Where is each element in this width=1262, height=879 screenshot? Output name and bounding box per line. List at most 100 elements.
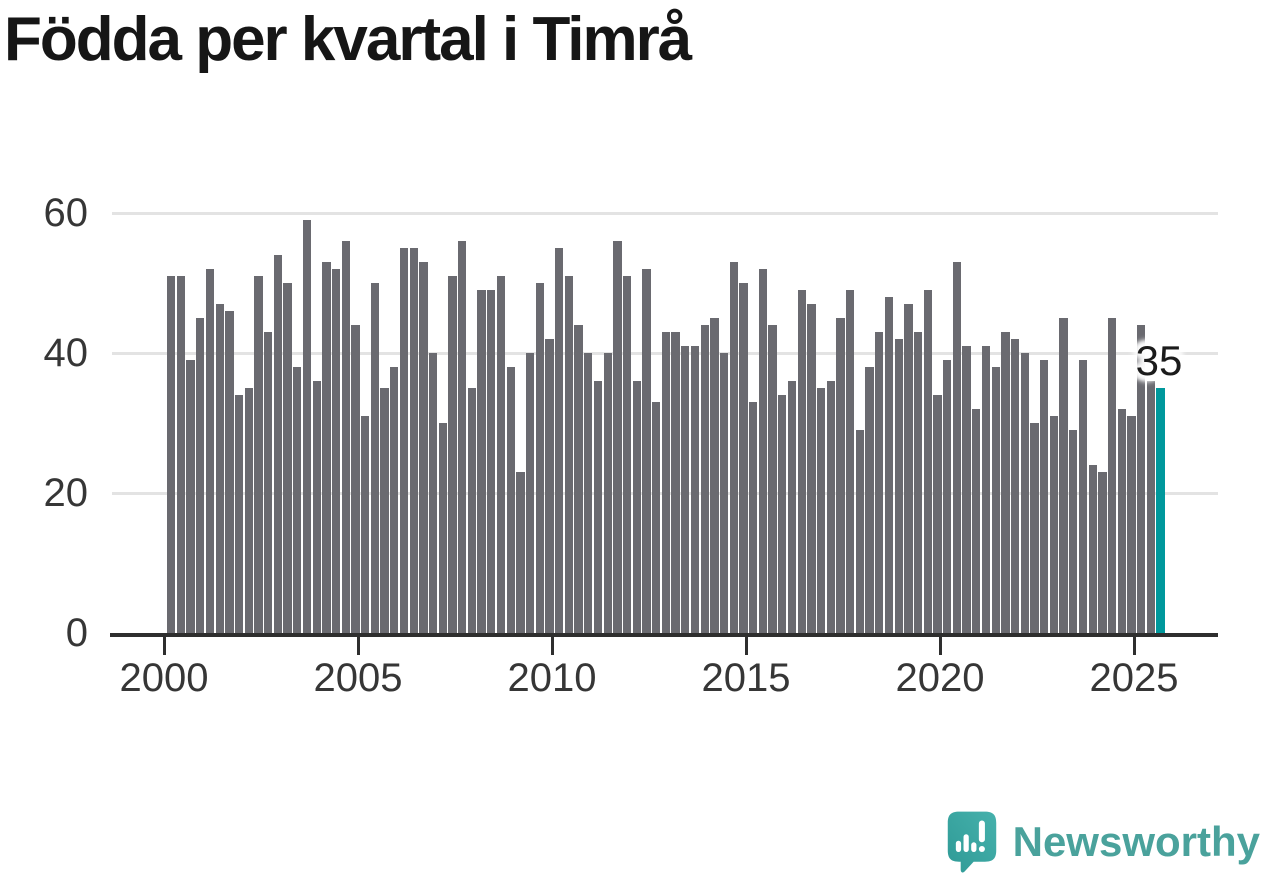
chart-title: Födda per kvartal i Timrå bbox=[4, 5, 692, 74]
bar bbox=[438, 423, 447, 633]
x-axis-tick bbox=[550, 637, 554, 655]
bar bbox=[574, 325, 583, 633]
highlight-value-label: 35 bbox=[1135, 337, 1183, 384]
x-tick-label: 2010 bbox=[507, 656, 597, 700]
bar bbox=[981, 346, 991, 633]
x-axis-line bbox=[110, 633, 1218, 637]
bar bbox=[1088, 465, 1097, 633]
x-tick-label: 2015 bbox=[701, 656, 791, 700]
bar bbox=[855, 430, 865, 633]
bar bbox=[448, 276, 457, 633]
bar bbox=[293, 367, 302, 633]
bar bbox=[1049, 416, 1059, 633]
bar bbox=[167, 276, 176, 633]
bar bbox=[1001, 332, 1010, 633]
x-tick-label: 2000 bbox=[119, 656, 209, 700]
bar bbox=[273, 255, 283, 633]
bar bbox=[254, 276, 263, 633]
bar bbox=[1010, 339, 1020, 633]
gridline-y60 bbox=[112, 212, 1218, 215]
bar bbox=[739, 283, 748, 633]
bar bbox=[603, 353, 612, 633]
newsworthy-logo: Newsworthy bbox=[946, 810, 1260, 873]
bar bbox=[264, 332, 273, 633]
bar bbox=[690, 346, 700, 633]
bar bbox=[1069, 430, 1078, 633]
bar bbox=[875, 332, 884, 633]
bar bbox=[768, 325, 777, 633]
x-axis-tick bbox=[938, 637, 942, 655]
bar bbox=[555, 248, 564, 633]
bar bbox=[729, 262, 738, 633]
bar bbox=[846, 290, 855, 633]
bar bbox=[749, 402, 758, 633]
bar bbox=[419, 262, 428, 633]
bar bbox=[952, 262, 962, 633]
x-tick-label: 2025 bbox=[1089, 656, 1179, 700]
bar bbox=[1107, 318, 1117, 633]
bar bbox=[1078, 360, 1088, 633]
bar bbox=[564, 276, 574, 633]
x-tick-label: 2005 bbox=[313, 656, 403, 700]
bar bbox=[622, 276, 632, 633]
bar bbox=[807, 304, 816, 633]
bar bbox=[719, 353, 729, 633]
bar bbox=[652, 402, 661, 633]
bar bbox=[962, 346, 971, 633]
bar bbox=[234, 395, 244, 633]
newsworthy-icon bbox=[947, 811, 996, 873]
bar bbox=[341, 241, 350, 633]
bar bbox=[525, 353, 535, 633]
bar bbox=[913, 332, 923, 633]
bar bbox=[1030, 423, 1039, 633]
bar bbox=[904, 304, 913, 633]
bar bbox=[816, 388, 826, 633]
bar bbox=[613, 241, 622, 633]
bar bbox=[516, 472, 525, 633]
bar bbox=[700, 325, 709, 633]
bar bbox=[778, 395, 787, 633]
bar bbox=[409, 248, 418, 633]
bar bbox=[351, 325, 360, 633]
bar bbox=[1040, 360, 1049, 633]
bar bbox=[506, 367, 515, 633]
bar bbox=[1137, 325, 1146, 633]
bar bbox=[787, 381, 797, 633]
bar bbox=[244, 388, 253, 633]
bar bbox=[487, 290, 496, 633]
bar bbox=[535, 283, 544, 633]
bar bbox=[390, 367, 399, 633]
bar bbox=[681, 346, 690, 633]
bar bbox=[225, 311, 234, 633]
bar bbox=[710, 318, 719, 633]
bar bbox=[361, 416, 370, 633]
bar bbox=[380, 388, 389, 633]
bar bbox=[312, 381, 321, 633]
bar bbox=[370, 283, 380, 633]
x-axis-tick bbox=[744, 637, 748, 655]
bar bbox=[215, 304, 224, 633]
bar bbox=[923, 290, 932, 633]
bar bbox=[933, 395, 942, 633]
plot-area: 0 20 40 60 2000 2005 2010 2015 2020 2025 35 bbox=[43, 191, 1218, 700]
bar bbox=[584, 353, 593, 633]
bar bbox=[283, 283, 292, 633]
bar bbox=[331, 269, 341, 633]
bar bbox=[593, 381, 603, 633]
bar bbox=[322, 262, 331, 633]
bar bbox=[826, 381, 835, 633]
bar bbox=[1146, 381, 1156, 633]
newsworthy-wordmark: Newsworthy bbox=[1012, 817, 1260, 865]
y-tick-label: 20 bbox=[43, 471, 89, 515]
x-axis-tick bbox=[1132, 637, 1136, 655]
highlighted-bar bbox=[1156, 388, 1165, 633]
bar bbox=[428, 353, 438, 633]
bar bbox=[496, 276, 506, 633]
bar bbox=[991, 367, 1000, 633]
bar bbox=[943, 360, 952, 633]
bar bbox=[196, 318, 205, 633]
bar bbox=[642, 269, 651, 633]
bar bbox=[458, 241, 467, 633]
bar bbox=[176, 276, 186, 633]
